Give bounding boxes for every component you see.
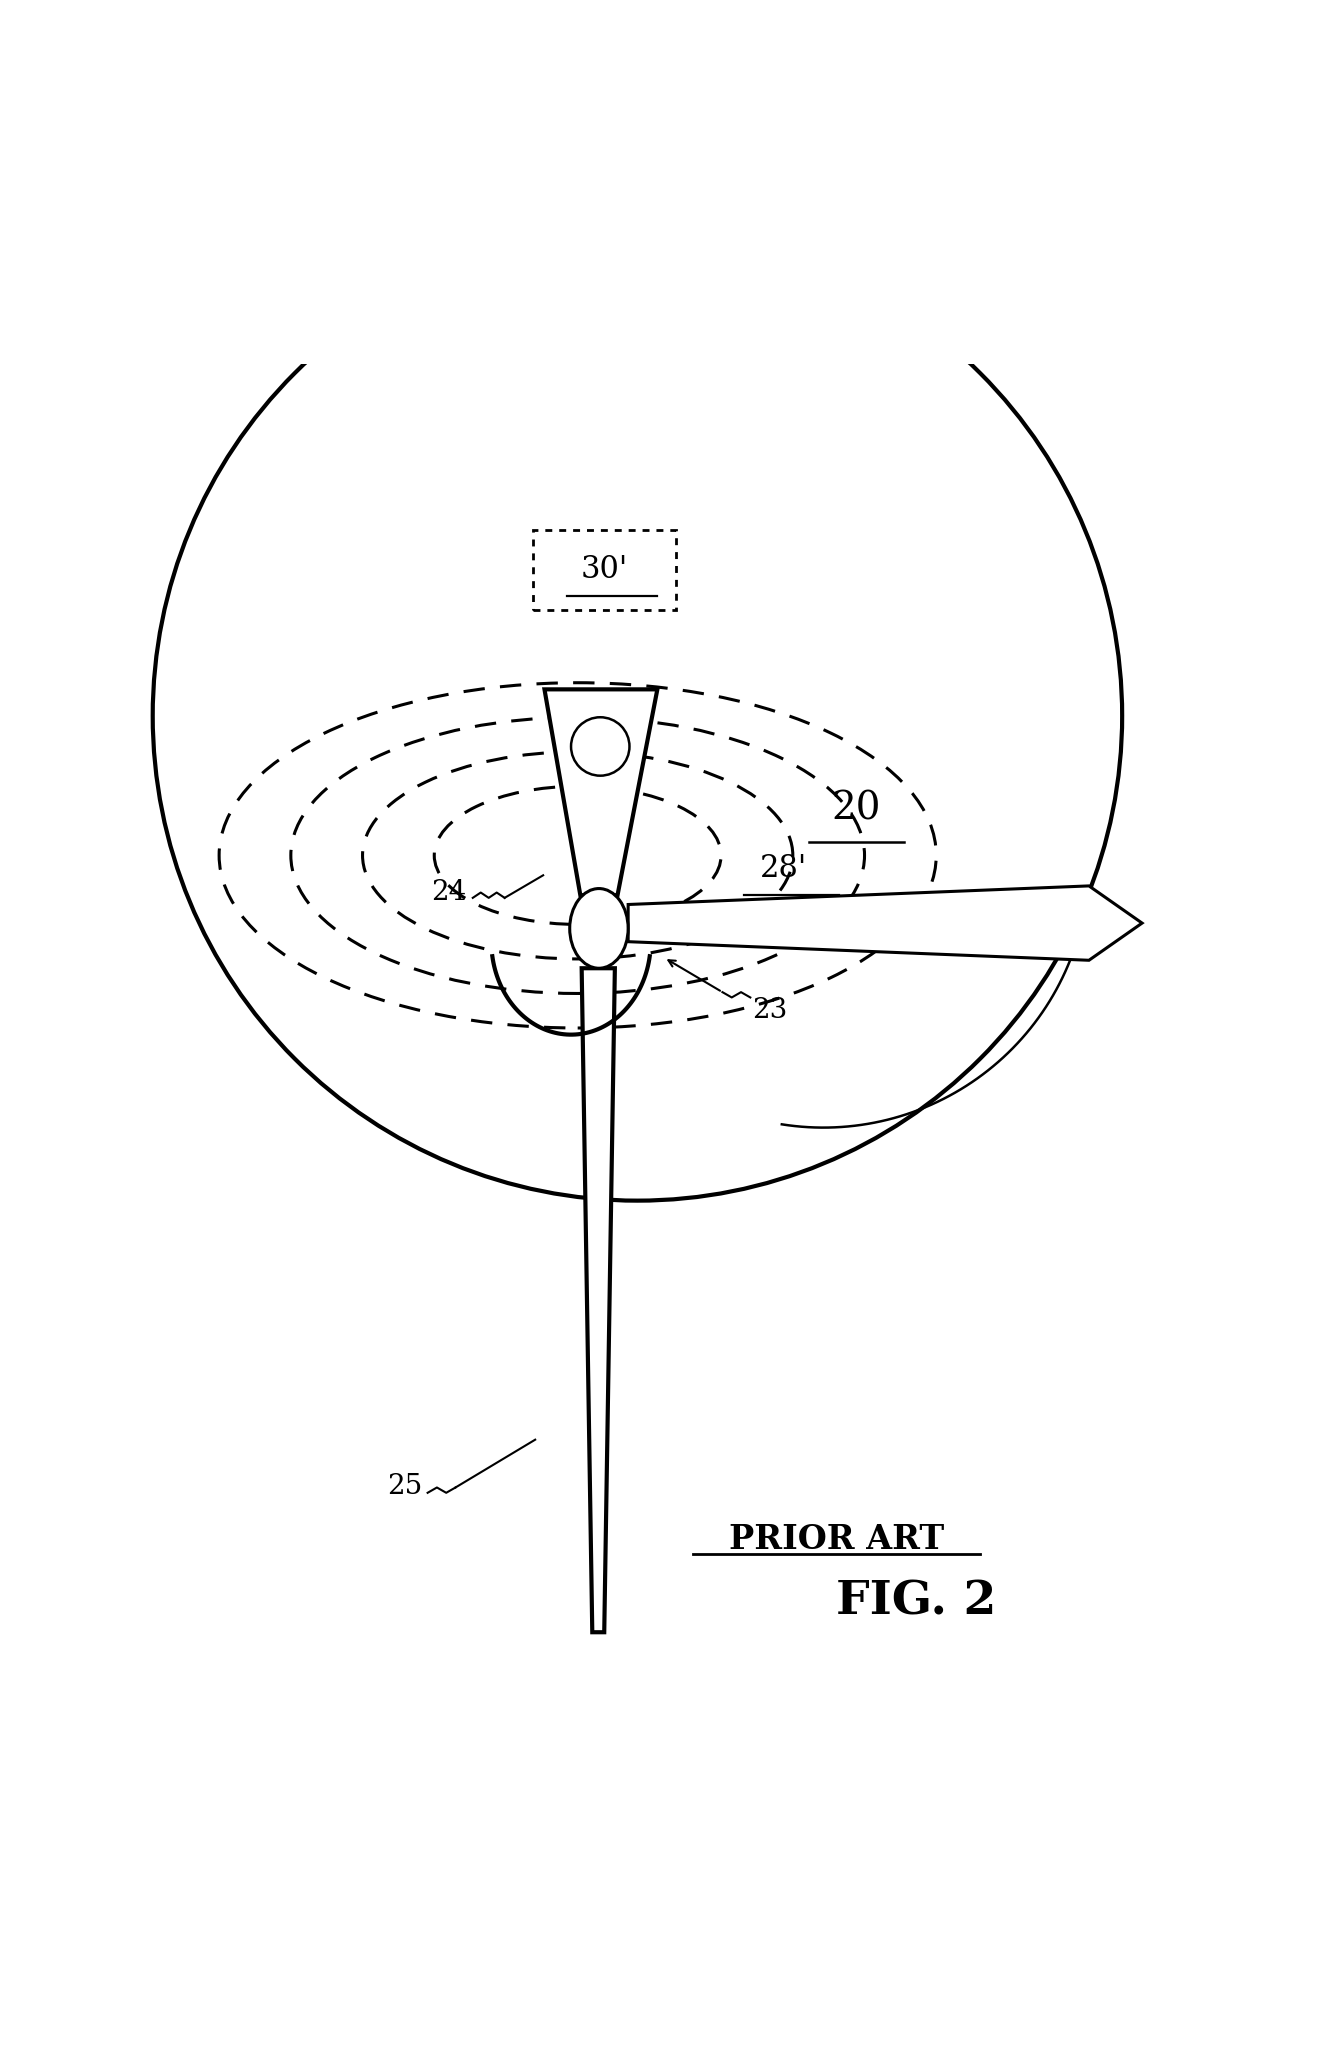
- Text: 23: 23: [753, 997, 788, 1024]
- Text: 30': 30': [580, 555, 628, 586]
- Text: PRIOR ART: PRIOR ART: [729, 1523, 944, 1556]
- Polygon shape: [544, 689, 657, 894]
- Ellipse shape: [153, 230, 1122, 1201]
- Ellipse shape: [571, 718, 629, 775]
- Text: 25: 25: [388, 1472, 422, 1499]
- Polygon shape: [582, 968, 615, 1632]
- FancyBboxPatch shape: [533, 530, 676, 611]
- Polygon shape: [628, 886, 1142, 960]
- Text: FIG. 2: FIG. 2: [837, 1579, 996, 1624]
- Text: 28': 28': [760, 853, 807, 884]
- Text: 20: 20: [831, 790, 882, 827]
- Text: 24: 24: [432, 880, 466, 907]
- Ellipse shape: [570, 888, 628, 968]
